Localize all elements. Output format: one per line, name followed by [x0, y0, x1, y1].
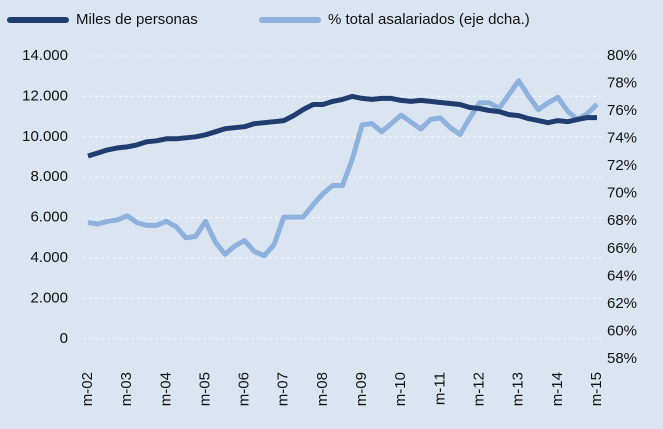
x-tick-label: m-10: [392, 372, 409, 406]
y2-tick-label: 78%: [607, 75, 637, 92]
x-tick-label: m-11: [431, 372, 448, 405]
y2-tick-label: 76%: [607, 102, 637, 119]
y-tick-label: 8.000: [30, 168, 68, 185]
y2-tick-label: 80%: [607, 47, 637, 64]
x-tick-label: m-13: [510, 372, 527, 406]
y-tick-label: 0: [60, 330, 68, 347]
y2-tick-label: 72%: [607, 157, 637, 174]
y-tick-label: 14.000: [22, 47, 68, 64]
legend-label: % total asalariados (eje dcha.): [328, 11, 530, 28]
x-tick-label: m-03: [118, 372, 135, 406]
y2-tick-label: 70%: [607, 185, 637, 202]
y2-tick-label: 66%: [607, 240, 637, 257]
y-tick-label: 4.000: [30, 249, 68, 266]
legend-label: Miles de personas: [76, 11, 198, 28]
x-tick-label: m-09: [353, 372, 370, 406]
y2-tick-label: 68%: [607, 212, 637, 229]
y2-tick-label: 62%: [607, 295, 637, 312]
x-tick-label: m-14: [549, 372, 566, 406]
y2-tick-label: 64%: [607, 267, 637, 284]
x-tick-label: m-07: [275, 372, 292, 406]
series-line: [87, 93, 597, 159]
y2-tick-label: 60%: [607, 322, 637, 339]
y-tick-label: 12.000: [22, 87, 68, 104]
series-line: [87, 78, 599, 259]
x-tick-label: m-08: [314, 372, 331, 406]
x-tick-label: m-02: [79, 372, 96, 406]
x-tick-label: m-04: [157, 372, 174, 406]
x-tick-label: m-12: [471, 372, 488, 406]
x-tick-label: m-06: [236, 372, 253, 406]
x-tick-label: m-05: [196, 372, 213, 406]
y-tick-label: 6.000: [30, 209, 68, 226]
x-tick-label: m-15: [588, 372, 605, 406]
y-tick-label: 2.000: [30, 289, 68, 306]
y2-tick-label: 74%: [607, 130, 637, 147]
y2-tick-label: 58%: [607, 350, 637, 367]
y-tick-label: 10.000: [22, 128, 68, 145]
